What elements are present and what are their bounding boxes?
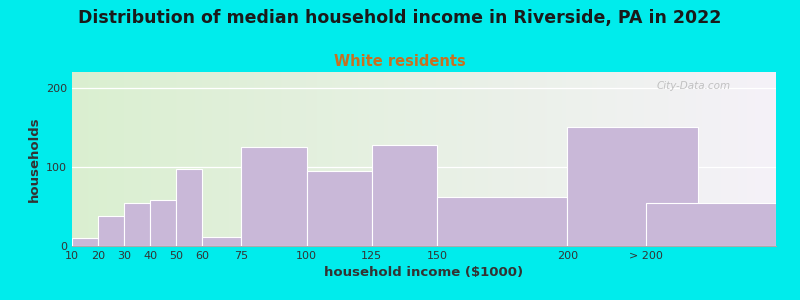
Y-axis label: households: households — [27, 116, 41, 202]
Bar — [202, 236, 242, 246]
Bar — [437, 197, 567, 246]
X-axis label: household income ($1000): household income ($1000) — [325, 266, 523, 279]
Bar — [124, 202, 150, 246]
Bar — [242, 147, 306, 246]
Bar — [150, 200, 176, 246]
Bar — [567, 128, 698, 246]
Bar — [646, 202, 776, 246]
Bar — [372, 145, 437, 246]
Text: White residents: White residents — [334, 54, 466, 69]
Bar — [72, 238, 98, 246]
Bar — [98, 216, 124, 246]
Bar — [176, 169, 202, 246]
Text: City-Data.com: City-Data.com — [656, 81, 730, 91]
Bar — [306, 171, 372, 246]
Text: Distribution of median household income in Riverside, PA in 2022: Distribution of median household income … — [78, 9, 722, 27]
